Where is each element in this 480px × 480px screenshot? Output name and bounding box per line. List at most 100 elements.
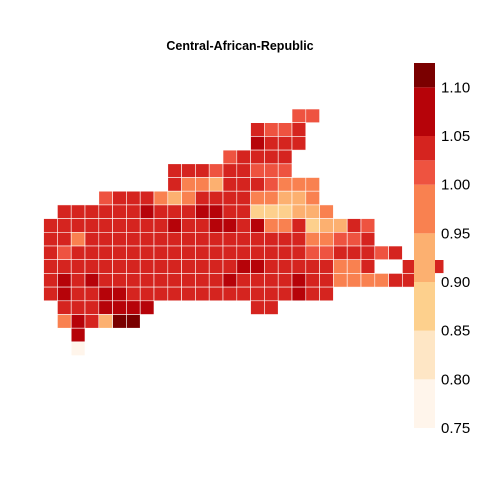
heatmap-cell xyxy=(57,259,72,274)
colorbar-tick-label: 1.00 xyxy=(441,177,470,194)
heatmap-cell xyxy=(208,177,224,192)
heatmap-cell xyxy=(250,218,265,233)
heatmap-cell xyxy=(222,245,238,260)
colorbar-tick-label: 1.10 xyxy=(441,79,470,96)
heatmap-cell xyxy=(57,204,72,219)
heatmap-cell xyxy=(181,232,196,247)
heatmap-cell xyxy=(181,177,196,192)
heatmap-cell xyxy=(277,273,293,288)
colorbar-segment xyxy=(414,233,435,282)
heatmap-cell xyxy=(388,245,403,260)
heatmap-cell xyxy=(264,122,279,137)
heatmap-cell xyxy=(236,177,251,192)
heatmap-cell xyxy=(181,245,196,260)
heatmap-cell xyxy=(305,286,320,302)
heatmap-cell xyxy=(167,273,182,288)
heatmap-cell xyxy=(333,273,348,288)
heatmap-cell xyxy=(222,149,238,165)
heatmap-cell xyxy=(305,177,320,192)
chart-title: Central-African-Republic xyxy=(166,39,314,53)
heatmap-cell xyxy=(181,204,196,219)
heatmap-cell xyxy=(250,273,265,288)
heatmap-cell xyxy=(250,149,265,165)
heatmap-cell xyxy=(167,232,182,247)
heatmap-cell xyxy=(264,190,279,206)
heatmap-cell xyxy=(264,136,279,151)
heatmap-cell xyxy=(84,314,100,329)
heatmap-cell xyxy=(84,286,100,302)
heatmap-cell xyxy=(84,259,100,274)
heatmap-cell xyxy=(153,245,169,260)
heatmap-cell xyxy=(126,286,141,302)
heatmap-cell xyxy=(84,245,100,260)
heatmap-cell xyxy=(236,273,251,288)
heatmap-cell xyxy=(236,245,251,260)
heatmap-cell xyxy=(388,273,403,288)
colorbar-segment xyxy=(414,87,435,136)
heatmap-cell xyxy=(291,259,307,274)
heatmap-cell xyxy=(236,163,251,178)
heatmap-cell xyxy=(181,163,196,178)
heatmap-cell xyxy=(264,232,279,247)
heatmap-cell xyxy=(250,300,265,315)
colorbar-segment xyxy=(414,330,435,380)
heatmap-cell xyxy=(57,286,72,302)
heatmap-cell xyxy=(222,163,238,178)
heatmap-cell xyxy=(264,177,279,192)
heatmap-cell xyxy=(277,177,293,192)
heatmap-cell xyxy=(222,259,238,274)
heatmap-cell xyxy=(112,232,127,247)
heatmap-cell xyxy=(208,259,224,274)
heatmap-cell xyxy=(195,218,210,233)
heatmap-cell xyxy=(277,122,293,137)
heatmap-cell xyxy=(126,204,141,219)
heatmap-cell xyxy=(139,232,155,247)
heatmap-cell xyxy=(333,245,348,260)
heatmap-cell xyxy=(112,300,127,315)
heatmap-cell xyxy=(277,149,293,165)
heatmap-cell xyxy=(319,204,334,219)
heatmap-cell xyxy=(195,232,210,247)
colorbar-tick-label: 0.80 xyxy=(441,371,470,388)
heatmap-cell xyxy=(112,286,127,302)
heatmap-cell xyxy=(277,286,293,302)
heatmap-cell xyxy=(222,177,238,192)
heatmap-cell xyxy=(360,232,376,247)
heatmap-cell xyxy=(305,204,320,219)
heatmap-cell xyxy=(167,286,182,302)
heatmap-cell xyxy=(43,286,58,302)
heatmap-cell xyxy=(360,245,376,260)
heatmap-cell xyxy=(346,245,362,260)
heatmap-cell xyxy=(70,300,86,315)
heatmap-cell xyxy=(208,218,224,233)
heatmap-cell xyxy=(264,204,279,219)
heatmap-cell xyxy=(346,273,362,288)
heatmap-cell xyxy=(167,218,182,233)
colorbar-tick-label: 1.05 xyxy=(441,128,470,145)
heatmap-cell xyxy=(250,136,265,151)
heatmap-cell xyxy=(360,218,376,233)
heatmap-cell xyxy=(195,286,210,302)
heatmap-cell xyxy=(139,204,155,219)
heatmap-cell xyxy=(208,245,224,260)
heatmap-cell xyxy=(112,218,127,233)
heatmap-cell xyxy=(208,232,224,247)
heatmap-cell xyxy=(195,190,210,206)
heatmap-cell xyxy=(250,163,265,178)
heatmap-cell xyxy=(181,273,196,288)
heatmap-cell xyxy=(112,273,127,288)
heatmap-cell xyxy=(70,218,86,233)
heatmap-cell xyxy=(305,273,320,288)
colorbar-segment xyxy=(414,282,435,331)
heatmap-cell xyxy=(139,245,155,260)
heatmap-cell xyxy=(98,245,113,260)
heatmap-cell xyxy=(277,190,293,206)
heatmap-cell xyxy=(167,245,182,260)
heatmap-cell xyxy=(181,190,196,206)
heatmap-cell xyxy=(250,204,265,219)
heatmap-cell xyxy=(291,218,307,233)
heatmap-cell xyxy=(153,204,169,219)
colorbar-tick-label: 0.85 xyxy=(441,323,470,340)
heatmap-cell xyxy=(277,259,293,274)
